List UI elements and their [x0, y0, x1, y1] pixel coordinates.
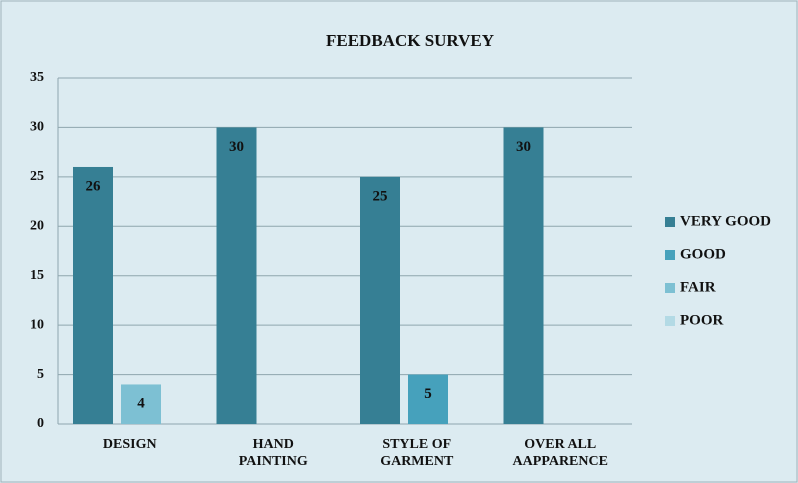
legend-swatch [665, 217, 675, 227]
legend-swatch [665, 250, 675, 260]
x-tick-label: STYLE OF GARMENT [380, 437, 454, 469]
legend-label: VERY GOOD [680, 213, 771, 229]
data-label: 30 [516, 139, 531, 155]
legend-label: FAIR [680, 279, 716, 295]
y-tick-label: 5 [37, 367, 44, 382]
bar [216, 127, 257, 424]
bar [121, 384, 161, 424]
y-tick-label: 25 [30, 169, 44, 184]
data-label: 30 [229, 139, 244, 155]
x-tick-label: DESIGN [102, 437, 157, 452]
y-tick-label: 30 [30, 120, 44, 135]
y-tick-label: 0 [37, 416, 44, 431]
bar [503, 127, 544, 424]
legend-swatch [665, 283, 675, 293]
data-label: 25 [373, 188, 388, 204]
bar [408, 374, 448, 424]
bar [73, 166, 113, 424]
data-label: 26 [86, 178, 102, 194]
bar [360, 176, 400, 424]
legend-label: GOOD [680, 246, 726, 262]
data-label: 5 [424, 386, 432, 402]
y-tick-label: 15 [30, 268, 44, 283]
legend-label: POOR [680, 312, 723, 328]
y-tick-label: 35 [30, 70, 44, 85]
x-tick-label: HAND PAINTING [238, 437, 308, 469]
x-tick-label: OVER ALL AAPPARENCE [512, 437, 608, 469]
legend-swatch [665, 316, 675, 326]
y-tick-label: 10 [30, 317, 44, 332]
chart-title: FEEDBACK SURVEY [326, 31, 494, 50]
y-tick-label: 20 [30, 219, 44, 234]
data-label: 4 [137, 396, 145, 412]
